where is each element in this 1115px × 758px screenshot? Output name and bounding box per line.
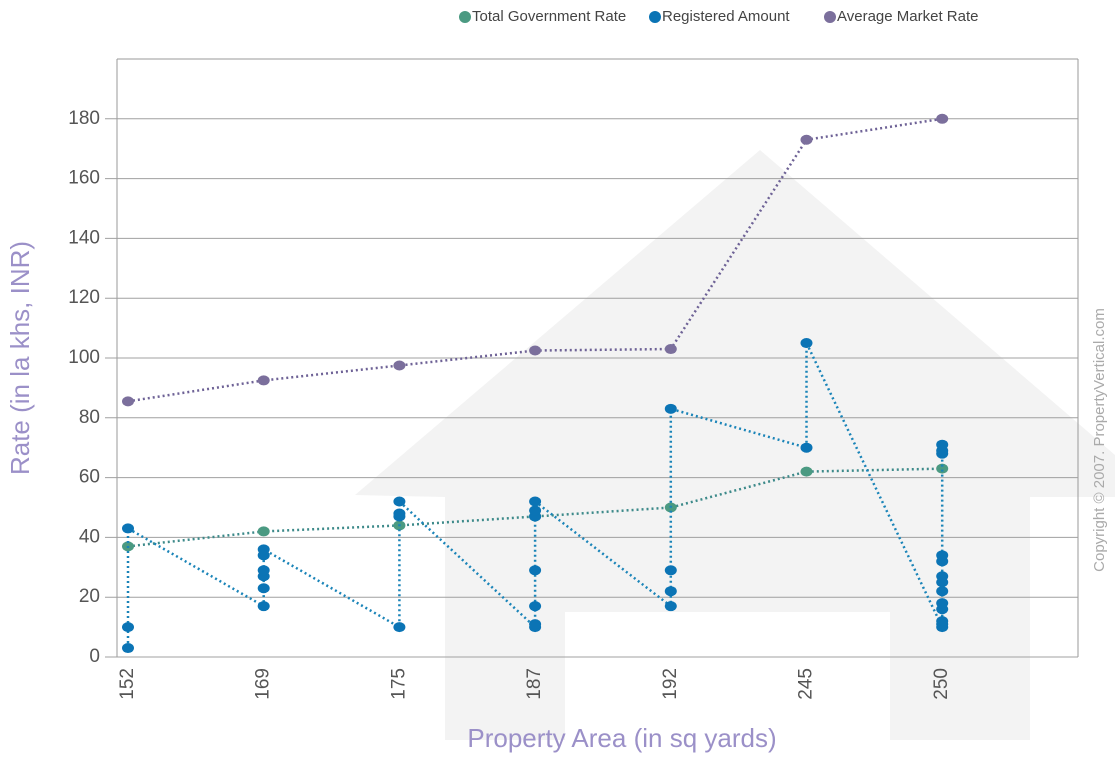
legend-marker [459, 11, 471, 23]
x-tick-label: 245 [796, 668, 817, 700]
data-point [529, 565, 542, 576]
legend-label: Registered Amount [662, 8, 790, 25]
y-tick-label: 160 [68, 168, 100, 189]
data-point [664, 586, 677, 597]
x-tick-label: 187 [524, 668, 545, 700]
y-tick-label: 20 [79, 586, 100, 607]
data-point [936, 571, 949, 582]
data-point [257, 583, 270, 594]
y-tick-label: 0 [89, 646, 100, 667]
data-point [800, 338, 813, 349]
y-tick-label: 180 [68, 108, 100, 129]
x-tick-label: 175 [388, 668, 409, 700]
data-point [393, 496, 406, 507]
data-point [936, 113, 949, 124]
data-point [529, 619, 542, 630]
y-tick-label: 60 [79, 467, 100, 488]
data-point [529, 496, 542, 507]
data-point [393, 622, 406, 633]
data-point [393, 508, 406, 519]
data-point [936, 463, 949, 474]
data-point [529, 601, 542, 612]
y-tick-label: 140 [68, 227, 100, 248]
data-point [936, 586, 949, 597]
data-point [257, 601, 270, 612]
data-point [936, 439, 949, 450]
x-tick-label: 250 [931, 668, 952, 700]
data-point [257, 565, 270, 576]
data-point [122, 523, 134, 534]
y-tick-label: 120 [68, 287, 100, 308]
x-tick-label: 152 [117, 668, 138, 700]
data-point [257, 375, 270, 386]
data-point [529, 345, 542, 356]
legend-marker [649, 11, 661, 23]
x-axis-title: Property Area (in sq yards) [467, 723, 776, 753]
legend-label: Total Government Rate [472, 8, 626, 25]
data-point [122, 643, 134, 654]
data-point [936, 550, 949, 561]
legend-label: Average Market Rate [837, 8, 978, 25]
data-point [257, 544, 270, 555]
data-point [393, 360, 406, 371]
y-axis-title: Rate (in la khs, INR) [5, 241, 35, 475]
data-point [936, 616, 949, 627]
y-tick-label: 100 [68, 347, 100, 368]
x-tick-label: 192 [660, 668, 681, 700]
data-point [800, 134, 813, 145]
data-point [800, 466, 813, 477]
data-point [664, 344, 677, 355]
data-point [257, 526, 270, 537]
data-point [122, 622, 134, 633]
data-point [936, 598, 949, 609]
copyright: Copyright © 2007. PropertyVertical.com [1091, 308, 1108, 572]
y-tick-label: 40 [79, 526, 100, 547]
data-point [529, 505, 542, 516]
x-tick-label: 169 [253, 668, 274, 700]
data-point [122, 396, 134, 407]
data-point [664, 403, 677, 414]
data-point [664, 565, 677, 576]
legend-marker [824, 11, 836, 23]
y-tick-label: 80 [79, 407, 100, 428]
data-point [800, 442, 813, 453]
data-point [664, 601, 677, 612]
